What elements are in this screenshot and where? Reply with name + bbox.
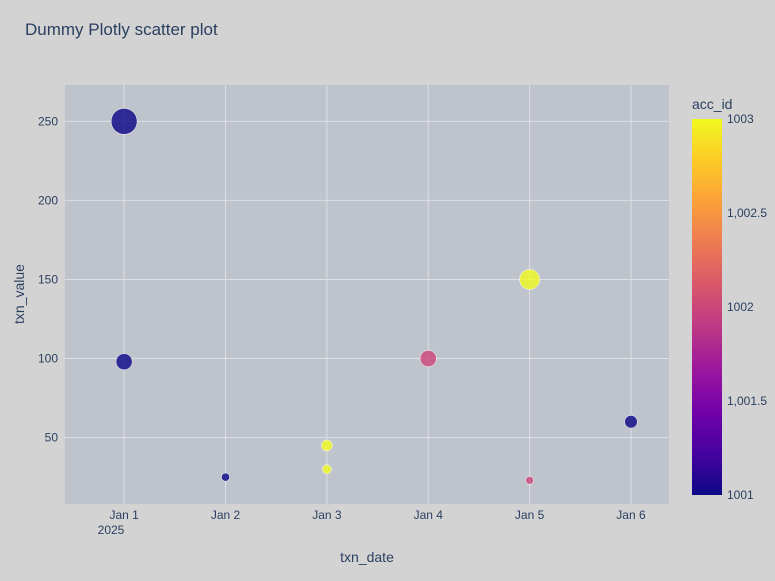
scatter-point[interactable] xyxy=(110,108,138,135)
colorbar xyxy=(692,119,722,495)
colorbar-tick-label: 1,002.5 xyxy=(727,206,767,220)
colorbar-ticks: 1001 1,001.5 1002 1,002.5 1003 xyxy=(727,112,767,502)
x-year-label: 2025 xyxy=(98,523,125,537)
y-tick-label: 250 xyxy=(38,114,58,128)
plot-area xyxy=(65,85,669,504)
y-tick-label: 200 xyxy=(38,193,58,207)
x-axis-title: txn_date xyxy=(340,549,394,565)
scatter-point[interactable] xyxy=(221,472,230,482)
colorbar-tick-label: 1,001.5 xyxy=(727,394,767,408)
x-tick-label: Jan 3 xyxy=(312,508,342,522)
colorbar-title: acc_id xyxy=(692,96,732,112)
colorbar-tick-label: 1003 xyxy=(727,112,754,126)
y-axis-title: txn_value xyxy=(11,264,27,324)
y-tick-label: 50 xyxy=(45,431,59,445)
x-axis-ticks: Jan 1 Jan 2 Jan 3 Jan 4 Jan 5 Jan 6 xyxy=(109,508,646,522)
y-tick-label: 100 xyxy=(38,352,58,366)
scatter-point[interactable] xyxy=(115,353,133,371)
colorbar-tick-label: 1002 xyxy=(727,300,754,314)
x-tick-label: Jan 5 xyxy=(515,508,545,522)
data-points xyxy=(110,108,638,485)
x-tick-label: Jan 2 xyxy=(211,508,241,522)
grid-lines xyxy=(65,85,669,504)
colorbar-tick-label: 1001 xyxy=(727,488,754,502)
x-tick-label: Jan 4 xyxy=(414,508,444,522)
scatter-point[interactable] xyxy=(525,476,534,485)
scatter-point[interactable] xyxy=(419,350,437,368)
scatter-point[interactable] xyxy=(321,439,333,452)
y-axis-ticks: 50 100 150 200 250 xyxy=(38,114,58,444)
scatter-point[interactable] xyxy=(624,415,638,429)
x-tick-label: Jan 1 xyxy=(109,508,139,522)
scatter-point[interactable] xyxy=(519,269,540,290)
scatter-point[interactable] xyxy=(322,464,332,474)
chart-title: Dummy Plotly scatter plot xyxy=(25,20,218,39)
x-tick-label: Jan 6 xyxy=(616,508,646,522)
y-tick-label: 150 xyxy=(38,272,58,286)
